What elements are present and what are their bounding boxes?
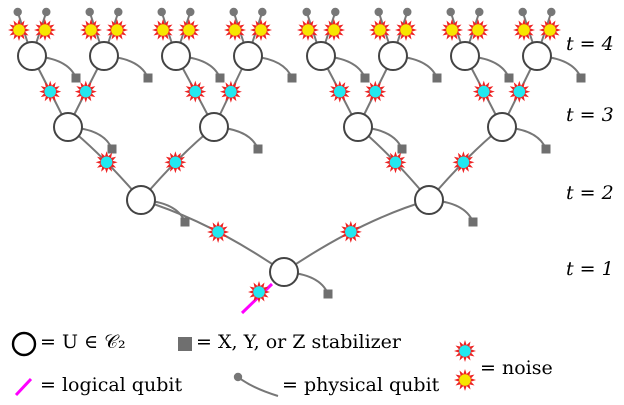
stabilizer-square-icon [468,217,478,227]
circle-gate-icon [487,112,517,142]
noise-burst-icon-core [472,24,484,36]
noise-burst-icon-core [169,156,182,169]
noise-burst-icon-core [389,156,402,169]
time-label-t4: t = 4 [566,33,614,55]
circle-gate-icon [414,185,444,215]
stabilizer-square-icon [180,217,190,227]
circle-gate-icon [199,112,229,142]
stabilizer-square-icon [253,144,263,154]
noise-burst-icon-core [518,24,530,36]
noise-burst-icon-core [225,85,237,98]
noise-burst-icon-core [79,85,92,98]
legend-noise-cyan-core [459,345,471,357]
stabilizer-square-icon [107,144,117,154]
legend-logical-text: = logical qubit [40,374,183,396]
noise-burst-icon-core [157,24,169,36]
legend-noise-yellow-core [459,374,471,386]
legend-gate-text: = U ∈ 𝒞₂ [40,331,126,353]
noise-burst-icon-core [183,24,195,36]
stabilizer-square-icon [287,73,297,83]
noise-burst-icon-core [457,156,470,169]
legend-physical-text: = physical qubit [282,374,440,396]
stabilizer-square-icon [576,73,586,83]
stabilizer-square-icon [504,73,514,83]
physical-qubit-endpoint [374,7,383,17]
noise-burst-icon-core [544,24,556,36]
stabilizer-square-icon [432,73,442,83]
circle-gate-icon [306,41,336,71]
noise-burst-icon-core [400,24,412,36]
physical-qubit-endpoint [13,7,22,17]
legend-logical-icon [14,377,33,397]
circle-gate-icon [269,257,299,287]
physical-qubit-endpoint [42,7,51,17]
legend-gate-icon [11,331,37,357]
physical-qubit-endpoint [114,7,123,17]
noise-burst-icon-core [85,24,97,36]
noise-burst-icon-core [44,85,57,98]
noise-burst-icon-core [374,24,386,36]
noise-burst-icon-core [513,85,526,98]
noise-burst-icon-core [255,24,267,36]
physical-qubit-endpoint [331,7,340,17]
circle-gate-icon [450,41,480,71]
physical-qubit-endpoint [403,7,412,17]
noise-burst-icon-core [345,226,357,238]
circle-gate-icon [522,41,552,71]
noise-burst-icon-core [39,24,51,36]
noise-burst-icon-core [229,24,241,36]
circle-gate-icon [126,185,156,215]
noise-burst-icon-core [212,226,224,238]
legend-stabilizer-text: = X, Y, or Z stabilizer [196,331,401,353]
stabilizer-square-icon [215,73,225,83]
noise-burst-icon-core [189,85,202,98]
physical-qubit-endpoint [258,7,267,17]
stabilizer-square-icon [541,144,551,154]
physical-qubit-endpoint [186,7,195,17]
noise-burst-icon-core [477,85,490,98]
stabilizer-square-icon [323,289,333,299]
circle-gate-icon [378,41,408,71]
physical-qubit-endpoint [547,7,556,17]
time-label-t1: t = 1 [566,258,614,280]
noise-burst-icon-core [13,24,25,36]
physical-qubit-endpoint [518,7,527,17]
legend-stabilizer-icon [178,337,192,351]
noise-burst-icon-core [111,24,123,36]
stabilizer-square-icon [397,144,407,154]
stabilizer-square-icon [360,73,370,83]
physical-qubit-endpoint [475,7,484,17]
circle-gate-icon [89,41,119,71]
noise-burst-icon-core [100,156,113,169]
noise-burst-icon-core [333,85,346,98]
physical-qubit-endpoint [446,7,455,17]
stabilizer-square-icon [71,73,81,83]
physical-qubit-endpoint [302,7,311,17]
circle-gate-icon [17,41,47,71]
time-label-t2: t = 2 [566,182,614,204]
circle-gate-icon [161,41,191,71]
noise-burst-icon-core [328,24,340,36]
time-label-t3: t = 3 [566,104,614,126]
stabilizer-square-icon [143,73,153,83]
circle-gate-icon [343,112,373,142]
physical-qubit-endpoint [229,7,238,17]
noise-burst-icon-core [253,286,265,298]
legend-noise-text: = noise [480,357,553,379]
physical-qubit-endpoint [157,7,166,17]
noise-burst-icon-core [446,24,458,36]
noise-burst-icon-core [369,85,382,98]
circle-gate-icon [233,41,263,71]
noise-burst-icon-core [302,24,314,36]
logical-qubit-line [240,282,274,315]
physical-qubit-endpoint [85,7,94,17]
circle-gate-icon [53,112,83,142]
legend-physical-icon [237,376,279,397]
